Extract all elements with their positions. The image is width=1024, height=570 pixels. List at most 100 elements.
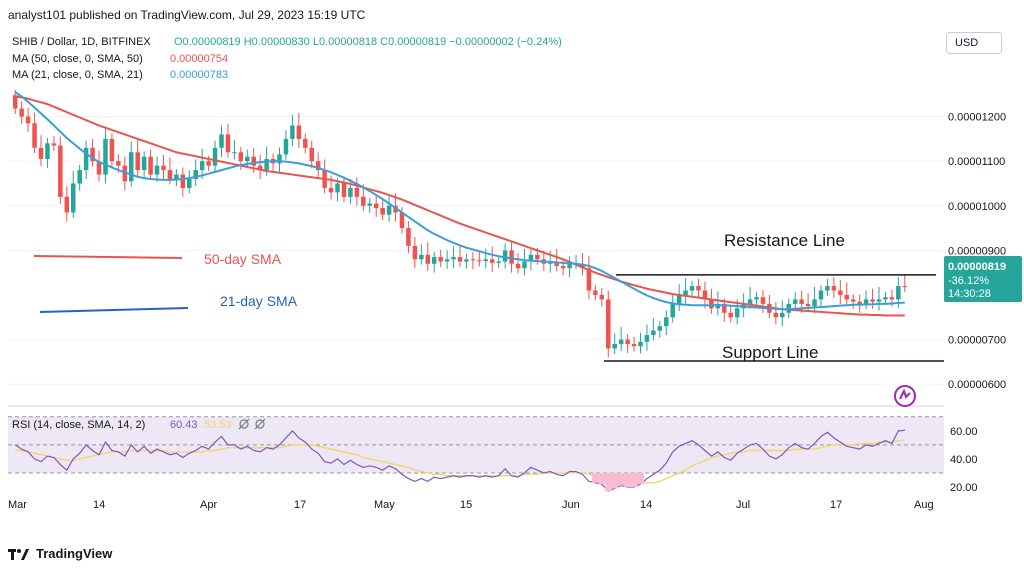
candle-body	[831, 286, 837, 291]
y-tick-label: 0.00001100	[948, 156, 1005, 168]
candle-body	[419, 254, 424, 260]
candle-body	[747, 299, 753, 304]
candle-body	[889, 297, 895, 300]
candle-body	[483, 259, 489, 262]
chart-frame[interactable]: Resistance Line Support Line 50-day SMA …	[8, 30, 944, 512]
candle-body	[702, 290, 708, 300]
x-tick-label: Jun	[562, 499, 580, 511]
last-price-tag: 0.00000819 -36.12% 14:30:28	[944, 256, 1022, 302]
last-price: 0.00000819	[948, 261, 1006, 273]
eye-off-icon[interactable]	[238, 418, 250, 430]
candle-body	[399, 212, 405, 229]
ma21-legend-value: 0.00000783	[170, 69, 228, 81]
candle-body	[348, 187, 353, 197]
candle-body	[502, 250, 508, 262]
candle-body	[792, 299, 798, 304]
candle-body	[96, 161, 102, 175]
candle-body	[193, 170, 198, 180]
candle-body	[232, 152, 237, 154]
candle-body	[51, 143, 57, 146]
ma50-legend-label: MA (50, close, 0, SMA, 50)	[12, 53, 143, 65]
candle-body	[773, 312, 779, 318]
candle-body	[296, 125, 302, 139]
tradingview-logo-icon[interactable]	[8, 546, 30, 560]
candle-body	[586, 268, 592, 291]
candle-body	[245, 156, 250, 162]
candle-body	[689, 286, 695, 291]
sma21-sample-line	[39, 307, 189, 313]
candle-body	[606, 299, 611, 349]
chart-svg[interactable]: Resistance Line Support Line 50-day SMA …	[8, 30, 944, 512]
candle-body	[876, 299, 882, 302]
candle-body	[25, 116, 31, 124]
candle-body	[116, 161, 121, 166]
candle-body	[670, 303, 675, 318]
pulse-icon[interactable]	[894, 385, 916, 407]
candle-body	[464, 259, 469, 262]
chart-legend: SHIB / Dollar, 1D, BITFINEX O0.00000819 …	[12, 36, 562, 431]
candle-body	[315, 161, 321, 171]
candle-body	[122, 165, 128, 182]
rsi-legend-label: RSI (14, close, SMA, 14, 2)	[12, 419, 145, 431]
candle-body	[618, 339, 624, 345]
candle-body	[560, 265, 566, 269]
candle-body	[335, 183, 340, 193]
x-tick-label: Mar	[8, 499, 27, 511]
candle-body	[799, 299, 804, 304]
price-axis[interactable]: 0.00001200 0.00001100 0.00001000 0.00000900…	[944, 30, 1024, 500]
candle-body	[857, 301, 862, 304]
candle-body	[850, 299, 856, 302]
candle-body	[902, 286, 908, 288]
candle-body	[154, 165, 160, 175]
candle-body	[251, 156, 256, 166]
candle-body	[470, 259, 476, 261]
candle-body	[219, 134, 224, 148]
x-axis: Mar 14 Apr 17 May 15 Jun 14 Jul 17 Aug	[8, 499, 934, 511]
eye-off-icon[interactable]	[254, 418, 266, 430]
candle-body	[709, 299, 714, 309]
candle-body	[180, 174, 186, 188]
candle-body	[303, 138, 308, 148]
candle-body	[238, 152, 244, 162]
candle-body	[386, 205, 392, 215]
ma21-legend-label: MA (21, close, 0, SMA, 21)	[12, 69, 143, 81]
x-tick-label: May	[374, 499, 395, 511]
candle-body	[651, 330, 656, 336]
candle-body	[599, 294, 605, 300]
currency-button[interactable]: USD	[946, 32, 1002, 54]
candle-body	[812, 299, 817, 307]
candle-body	[657, 326, 663, 331]
candle-body	[444, 259, 450, 262]
candle-body	[451, 257, 456, 260]
ma50-legend-value: 0.00000754	[170, 53, 228, 65]
published-caption: analyst101 published on TradingView.com,…	[8, 8, 366, 22]
candle-body	[870, 299, 875, 302]
candle-body	[283, 138, 289, 155]
candle-body	[19, 108, 24, 117]
candle-body	[225, 134, 231, 153]
x-tick-label: 17	[830, 499, 842, 511]
candle-body	[554, 261, 559, 266]
y-tick-label: 0.00000700	[948, 335, 1006, 347]
sma50-sample-line	[33, 255, 183, 259]
y-tick-label: 0.00000600	[948, 379, 1006, 391]
candle-body	[754, 297, 759, 300]
candle-body	[664, 317, 669, 327]
ma21-line	[14, 91, 905, 311]
candle-body	[489, 259, 495, 263]
candle-body	[412, 245, 418, 260]
candle-body	[580, 263, 585, 269]
candle-body	[206, 161, 211, 166]
candle-body	[896, 286, 901, 300]
candle-body	[77, 170, 82, 184]
candle-body	[167, 170, 173, 180]
x-tick-label: Apr	[200, 499, 217, 511]
rsi-legend-value: 60.43	[170, 419, 198, 431]
candle-body	[277, 154, 282, 164]
x-tick-label: 15	[460, 499, 472, 511]
candle-body	[109, 138, 115, 162]
brand-name: TradingView	[36, 545, 113, 561]
footer: TradingView	[8, 543, 112, 563]
candle-body	[696, 286, 701, 291]
candle-body	[148, 156, 153, 175]
